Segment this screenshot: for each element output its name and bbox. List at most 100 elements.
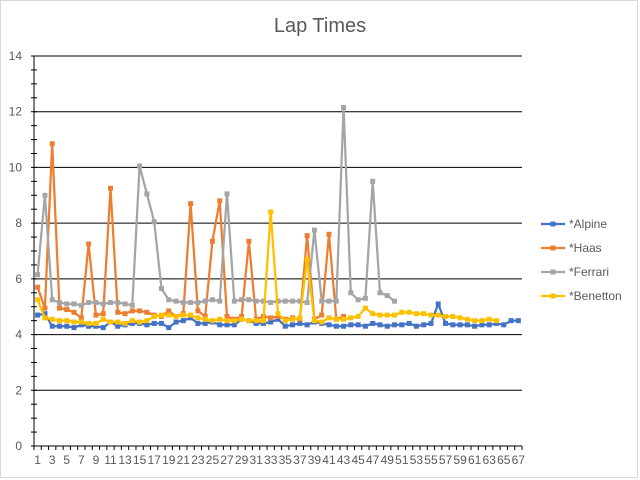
series-benetton	[35, 209, 500, 326]
data-point	[115, 300, 121, 306]
x-tick-label: 29	[235, 453, 249, 467]
data-point	[231, 298, 237, 304]
data-point	[180, 300, 186, 306]
data-point	[195, 300, 201, 306]
data-point	[151, 320, 157, 326]
data-point	[370, 311, 376, 317]
data-point	[275, 311, 281, 317]
data-point	[384, 293, 390, 299]
x-tick-label: 59	[453, 453, 467, 467]
x-tick-label: 3	[49, 453, 56, 467]
data-point	[100, 316, 106, 322]
data-point	[348, 315, 354, 321]
data-point	[144, 309, 150, 315]
data-point	[311, 227, 317, 233]
data-point	[86, 323, 92, 329]
data-point	[333, 323, 339, 329]
x-tick-label: 31	[249, 453, 263, 467]
data-point	[188, 201, 194, 207]
y-tick-label: 0	[15, 439, 22, 453]
y-tick-label: 8	[15, 216, 22, 230]
data-point	[326, 231, 332, 237]
x-tick-label: 9	[93, 453, 100, 467]
data-point	[435, 301, 441, 307]
data-point	[173, 298, 179, 304]
data-point	[56, 300, 62, 306]
data-point	[166, 297, 172, 303]
data-point	[107, 300, 113, 306]
data-point	[464, 316, 470, 322]
x-tick-label: 43	[337, 453, 351, 467]
x-tick-label: 35	[279, 453, 293, 467]
data-point	[195, 308, 201, 314]
data-point	[304, 256, 310, 262]
data-point	[231, 322, 237, 328]
data-point	[268, 300, 274, 306]
data-point	[93, 312, 99, 318]
x-tick-label: 61	[468, 453, 482, 467]
data-point	[224, 322, 230, 328]
series-ferrari	[35, 105, 398, 308]
data-point	[115, 319, 121, 325]
data-point	[421, 322, 427, 328]
series-lines	[35, 105, 521, 331]
data-point	[392, 312, 398, 318]
data-point	[49, 323, 55, 329]
x-tick-label: 21	[177, 453, 191, 467]
data-point	[341, 323, 347, 329]
data-point	[151, 313, 157, 319]
data-point	[188, 312, 194, 318]
data-point	[144, 318, 150, 324]
data-point	[209, 318, 215, 324]
data-point	[341, 316, 347, 322]
data-point	[326, 322, 332, 328]
data-point	[508, 318, 514, 324]
x-tick-label: 7	[78, 453, 85, 467]
legend-item: *Alpine	[541, 217, 607, 231]
x-tick-label: 1	[34, 453, 41, 467]
data-point	[479, 318, 485, 324]
data-point	[428, 320, 434, 326]
data-point	[464, 322, 470, 328]
data-point	[173, 313, 179, 319]
data-point	[443, 313, 449, 319]
x-tick-label: 55	[424, 453, 438, 467]
data-point	[35, 272, 41, 278]
data-point	[158, 286, 164, 292]
data-point	[384, 323, 390, 329]
data-point	[180, 312, 186, 318]
data-point	[93, 323, 99, 329]
gridlines	[34, 55, 522, 391]
data-point	[158, 312, 164, 318]
data-point	[107, 185, 113, 191]
data-point	[355, 297, 361, 303]
x-tick-label: 41	[322, 453, 336, 467]
data-point	[399, 322, 405, 328]
x-tick-label: 19	[162, 453, 176, 467]
data-point	[486, 316, 492, 322]
data-point	[49, 141, 55, 147]
data-point	[35, 284, 41, 290]
data-point	[406, 309, 412, 315]
x-tick-label: 51	[395, 453, 409, 467]
data-point	[472, 323, 478, 329]
data-point	[392, 322, 398, 328]
data-point	[209, 238, 215, 244]
x-tick-label: 47	[366, 453, 380, 467]
data-point	[100, 301, 106, 307]
data-point	[428, 312, 434, 318]
data-point	[71, 319, 77, 325]
data-point	[384, 312, 390, 318]
series-line	[36, 210, 497, 325]
data-point	[421, 311, 427, 317]
data-point	[129, 318, 135, 324]
data-point	[137, 163, 143, 169]
data-point	[370, 178, 376, 184]
data-point	[253, 318, 259, 324]
data-point	[188, 300, 194, 306]
data-point	[93, 300, 99, 306]
data-point	[319, 319, 325, 325]
data-point	[49, 316, 55, 322]
